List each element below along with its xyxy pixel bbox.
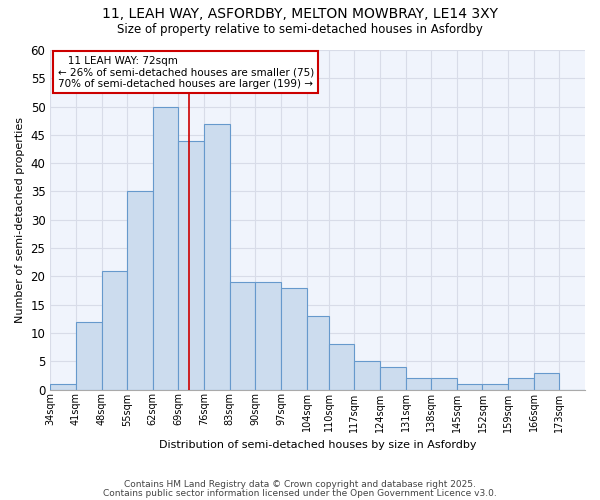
Bar bbox=[127, 192, 153, 390]
Bar bbox=[256, 282, 281, 390]
Bar bbox=[204, 124, 230, 390]
Bar bbox=[457, 384, 482, 390]
Bar bbox=[406, 378, 431, 390]
X-axis label: Distribution of semi-detached houses by size in Asfordby: Distribution of semi-detached houses by … bbox=[159, 440, 476, 450]
Bar bbox=[178, 140, 204, 390]
Y-axis label: Number of semi-detached properties: Number of semi-detached properties bbox=[15, 117, 25, 323]
Bar bbox=[101, 270, 127, 390]
Bar bbox=[153, 106, 178, 390]
Bar bbox=[230, 282, 256, 390]
Bar bbox=[534, 372, 559, 390]
Text: 11, LEAH WAY, ASFORDBY, MELTON MOWBRAY, LE14 3XY: 11, LEAH WAY, ASFORDBY, MELTON MOWBRAY, … bbox=[102, 8, 498, 22]
Text: 11 LEAH WAY: 72sqm
← 26% of semi-detached houses are smaller (75)
70% of semi-de: 11 LEAH WAY: 72sqm ← 26% of semi-detache… bbox=[58, 56, 314, 89]
Bar bbox=[354, 361, 380, 390]
Bar bbox=[380, 367, 406, 390]
Bar bbox=[329, 344, 354, 390]
Bar bbox=[431, 378, 457, 390]
Bar bbox=[482, 384, 508, 390]
Text: Contains public sector information licensed under the Open Government Licence v3: Contains public sector information licen… bbox=[103, 488, 497, 498]
Text: Contains HM Land Registry data © Crown copyright and database right 2025.: Contains HM Land Registry data © Crown c… bbox=[124, 480, 476, 489]
Bar bbox=[76, 322, 101, 390]
Text: Size of property relative to semi-detached houses in Asfordby: Size of property relative to semi-detach… bbox=[117, 22, 483, 36]
Bar bbox=[508, 378, 534, 390]
Bar bbox=[281, 288, 307, 390]
Bar bbox=[50, 384, 76, 390]
Bar bbox=[307, 316, 329, 390]
